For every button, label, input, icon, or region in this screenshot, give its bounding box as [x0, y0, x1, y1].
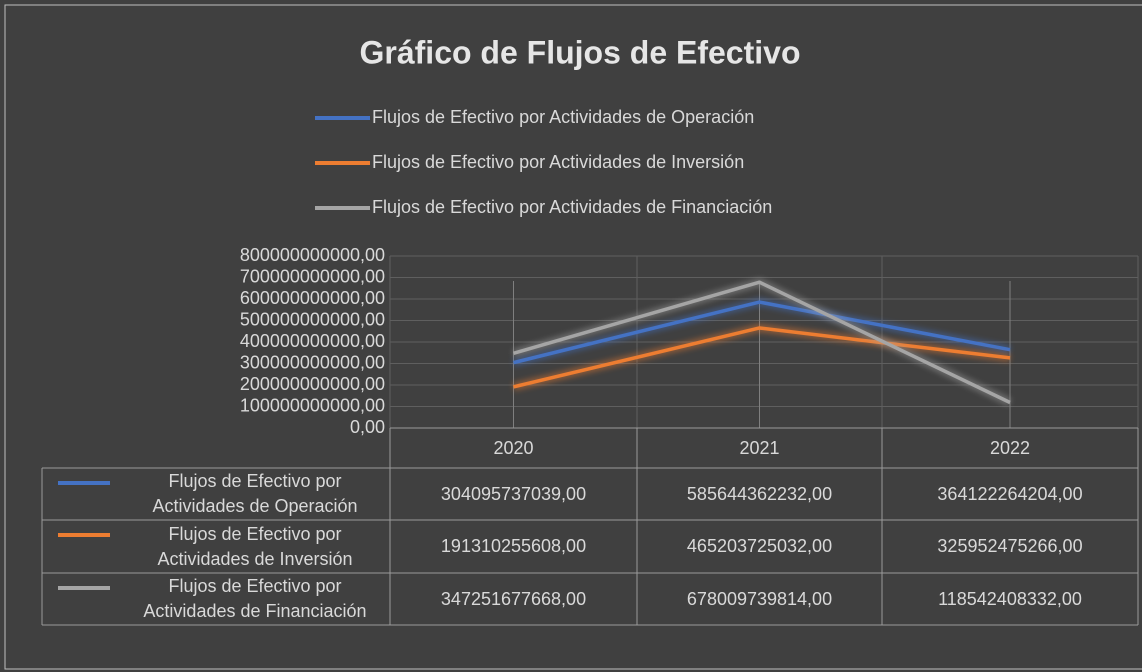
series-line	[513, 300, 1011, 365]
y-tick-label: 800000000000,00	[240, 245, 385, 265]
y-tick-label: 400000000000,00	[240, 331, 385, 351]
table-value: 304095737039,00	[440, 483, 587, 504]
table-value: 364122264204,00	[937, 483, 1083, 504]
table-row-label: Flujos de Efectivo por Actividades de In…	[157, 523, 353, 569]
table-value: 325952475266,00	[937, 536, 1083, 556]
series-line	[513, 326, 1011, 389]
x-tick-label: 2021	[739, 437, 780, 458]
y-tick-label: 700000000000,00	[240, 266, 385, 286]
y-tick-label: 0,00	[350, 417, 385, 437]
x-tick-label: 2022	[989, 437, 1031, 458]
table-value: 585644362232,00	[686, 483, 833, 504]
legend-label: Flujos de Efectivo por Actividades de In…	[372, 152, 744, 172]
table-value: 465203725032,00	[686, 536, 833, 556]
y-tick-label: 500000000000,00	[240, 309, 385, 329]
table-value: 191310255608,00	[440, 536, 587, 556]
chart-border	[4, 4, 1142, 670]
series-line	[513, 280, 1011, 405]
legend-label: Flujos de Efectivo por Actividades de Op…	[372, 107, 754, 127]
table-value: 347251677668,00	[440, 588, 587, 609]
x-tick-label: 2020	[493, 437, 534, 458]
y-tick-label: 600000000000,00	[240, 288, 385, 308]
legend-label: Flujos de Efectivo por Actividades de Fi…	[372, 197, 772, 217]
chart-title: Gráfico de Flujos de Efectivo	[360, 34, 801, 70]
table-row-label: Flujos de Efectivo por Actividades de Op…	[152, 471, 358, 516]
table-row-label: Flujos de Efectivo por Actividades de Fi…	[143, 576, 367, 621]
y-tick-label: 300000000000,00	[240, 352, 385, 372]
table-value: 678009739814,00	[686, 588, 833, 609]
y-tick-label: 200000000000,00	[240, 374, 385, 394]
table-value: 118542408332,00	[938, 588, 1082, 609]
y-tick-label: 100000000000,00	[240, 395, 385, 415]
